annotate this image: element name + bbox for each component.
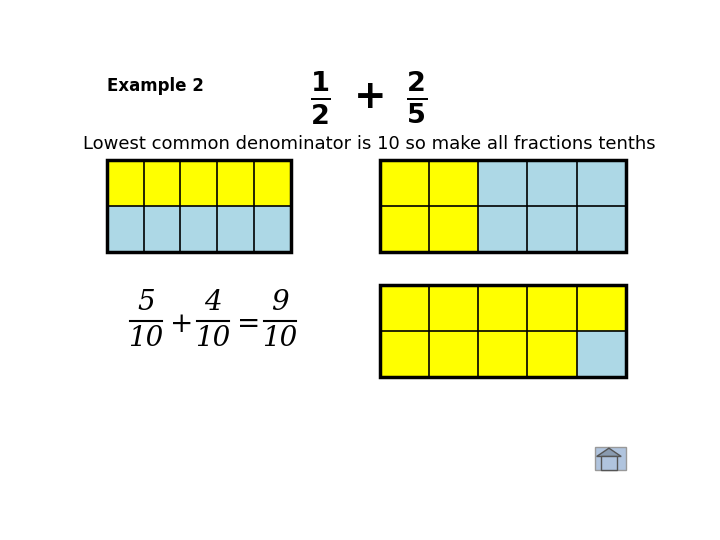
Bar [380, 285, 626, 377]
Bar [577, 285, 626, 331]
Text: 10: 10 [195, 325, 230, 352]
Bar [478, 331, 528, 377]
Bar [478, 285, 528, 331]
Text: 10: 10 [128, 325, 163, 352]
Text: 4: 4 [204, 289, 222, 316]
Bar [107, 160, 291, 252]
Bar [528, 285, 577, 331]
Bar [107, 160, 291, 252]
Bar [380, 206, 429, 252]
Text: 9: 9 [271, 289, 289, 316]
Bar [528, 331, 577, 377]
Bar [380, 160, 626, 252]
Bar [600, 456, 617, 470]
Bar [181, 160, 217, 206]
Bar [254, 160, 291, 206]
Text: 5: 5 [137, 289, 155, 316]
Text: +: + [171, 311, 194, 338]
Bar [429, 331, 478, 377]
Text: 10: 10 [262, 325, 297, 352]
Bar [380, 160, 626, 252]
Text: $\mathbf{\frac{1}{2}\ +\ \frac{2}{5}}$: $\mathbf{\frac{1}{2}\ +\ \frac{2}{5}}$ [310, 69, 428, 127]
Text: Example 2: Example 2 [107, 77, 204, 95]
Bar [595, 447, 626, 470]
Bar [380, 285, 626, 377]
Polygon shape [597, 448, 621, 456]
Bar [380, 331, 429, 377]
Bar [107, 160, 143, 206]
Text: Lowest common denominator is 10 so make all fractions tenths: Lowest common denominator is 10 so make … [83, 136, 655, 153]
Text: =: = [238, 311, 261, 338]
Bar [429, 285, 478, 331]
Bar [429, 160, 478, 206]
Bar [380, 285, 429, 331]
Bar [380, 160, 429, 206]
Bar [217, 160, 254, 206]
Bar [143, 160, 181, 206]
Bar [429, 206, 478, 252]
